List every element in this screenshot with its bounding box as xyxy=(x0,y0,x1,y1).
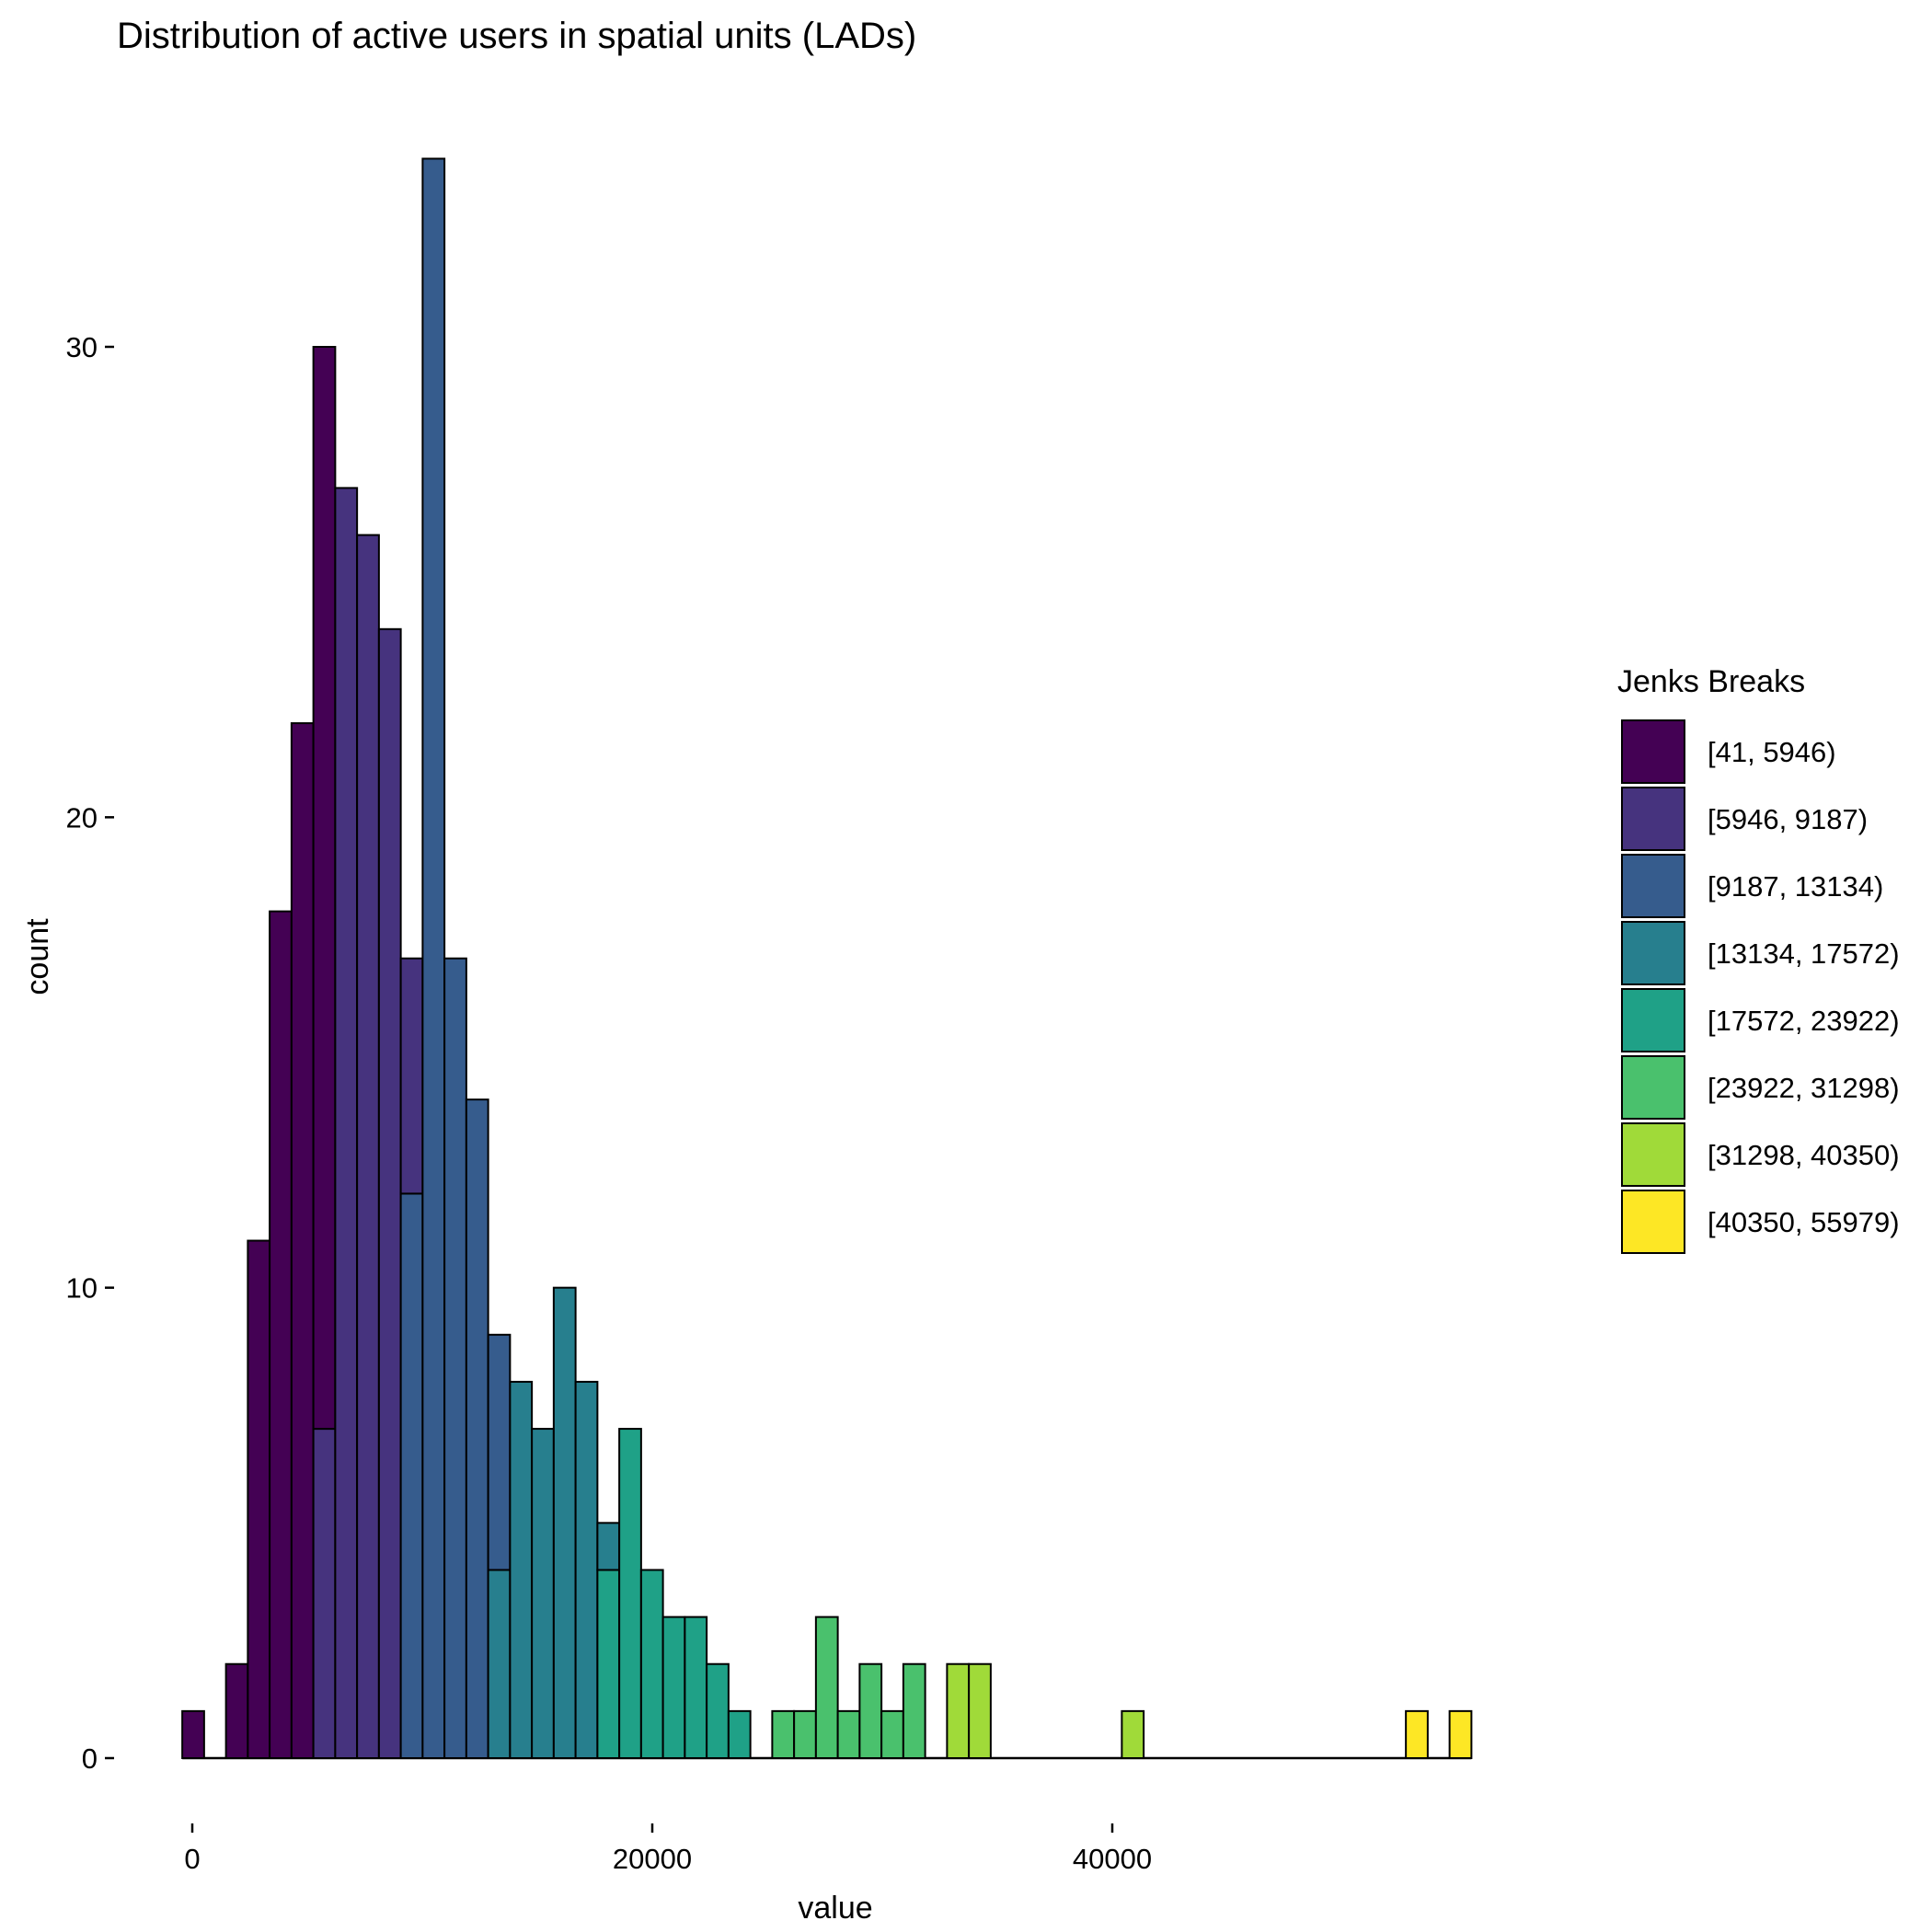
histogram-bar xyxy=(224,1662,249,1759)
legend-label: [31298, 40350) xyxy=(1708,1139,1900,1171)
histogram-bar xyxy=(443,957,467,1759)
histogram-bar xyxy=(706,1662,730,1759)
histogram-bar xyxy=(465,1098,489,1759)
legend-swatch xyxy=(1621,854,1685,918)
histogram-bar xyxy=(421,157,446,1759)
legend-label: [13134, 17572) xyxy=(1708,937,1900,970)
legend-label: [40350, 55979) xyxy=(1708,1206,1900,1238)
x-tick-label: 40000 xyxy=(1073,1843,1152,1875)
histogram-bar xyxy=(312,1428,337,1759)
histogram-bar xyxy=(836,1709,861,1760)
legend-swatch xyxy=(1621,1122,1685,1187)
histogram-bar xyxy=(552,1286,577,1759)
legend-label: [9187, 13134) xyxy=(1708,870,1883,903)
histogram-bar xyxy=(487,1569,512,1760)
histogram-bar xyxy=(312,346,337,1431)
histogram-bar xyxy=(727,1709,752,1760)
y-tick-label: 10 xyxy=(66,1272,98,1305)
legend-label: [23922, 31298) xyxy=(1708,1072,1900,1104)
histogram-bar xyxy=(487,1333,512,1571)
histogram-bar xyxy=(531,1428,555,1759)
histogram-bar xyxy=(269,910,293,1759)
chart-title: Distribution of active users in spatial … xyxy=(117,16,916,56)
histogram-bar xyxy=(247,1239,271,1759)
histogram-bar xyxy=(1448,1709,1473,1760)
x-tick-label: 20000 xyxy=(613,1843,692,1875)
y-tick-label: 20 xyxy=(66,801,98,834)
histogram-bar xyxy=(399,957,424,1195)
histogram-bar xyxy=(356,534,380,1759)
legend-swatch xyxy=(1621,787,1685,851)
histogram-bar xyxy=(290,722,315,1759)
x-axis: 0 20000 40000 xyxy=(184,1823,1152,1875)
legend-swatch xyxy=(1621,1190,1685,1254)
histogram-bar xyxy=(639,1569,664,1760)
histogram-bar xyxy=(946,1662,971,1759)
legend-swatch xyxy=(1621,921,1685,985)
histogram-bar xyxy=(377,627,402,1759)
histogram-bar xyxy=(1405,1709,1429,1760)
histogram-bar xyxy=(596,1522,621,1571)
histogram-bar xyxy=(574,1380,599,1760)
histogram-bar xyxy=(793,1709,817,1760)
y-tick-label: 30 xyxy=(66,331,98,363)
histogram-bar xyxy=(334,487,359,1759)
histogram-bar xyxy=(902,1662,926,1759)
legend-title: Jenks Breaks xyxy=(1617,664,1805,699)
legend-label: [17572, 23922) xyxy=(1708,1005,1900,1037)
x-tick-label: 0 xyxy=(184,1843,200,1875)
plot-area xyxy=(181,157,1473,1760)
y-axis: 0 10 20 30 xyxy=(66,331,114,1775)
histogram-bar xyxy=(858,1662,883,1759)
histogram-bar xyxy=(399,1192,424,1759)
legend-label: [41, 5946) xyxy=(1708,736,1836,768)
y-axis-title: count xyxy=(20,918,55,995)
histogram-bar xyxy=(596,1569,621,1760)
histogram-bar xyxy=(880,1709,904,1760)
histogram-bar xyxy=(684,1616,708,1759)
histogram-bar xyxy=(509,1380,534,1760)
legend-swatch xyxy=(1621,1055,1685,1120)
histogram-bar xyxy=(1121,1709,1145,1760)
legend-swatch xyxy=(1621,988,1685,1052)
histogram-bar xyxy=(181,1709,205,1760)
histogram-bar xyxy=(771,1709,796,1760)
histogram-bar xyxy=(618,1428,642,1759)
histogram-bar xyxy=(661,1616,686,1759)
legend-items: [41, 5946) [5946, 9187) [9187, 13134) [1313… xyxy=(1621,719,1900,1254)
histogram-bar xyxy=(968,1662,992,1759)
x-axis-title: value xyxy=(798,1891,872,1926)
legend: Jenks Breaks [41, 5946) [5946, 9187) [9187… xyxy=(1617,664,1900,1254)
legend-swatch xyxy=(1621,719,1685,784)
y-tick-label: 0 xyxy=(82,1742,98,1775)
histogram-bar xyxy=(814,1616,839,1759)
legend-label: [5946, 9187) xyxy=(1708,803,1868,835)
